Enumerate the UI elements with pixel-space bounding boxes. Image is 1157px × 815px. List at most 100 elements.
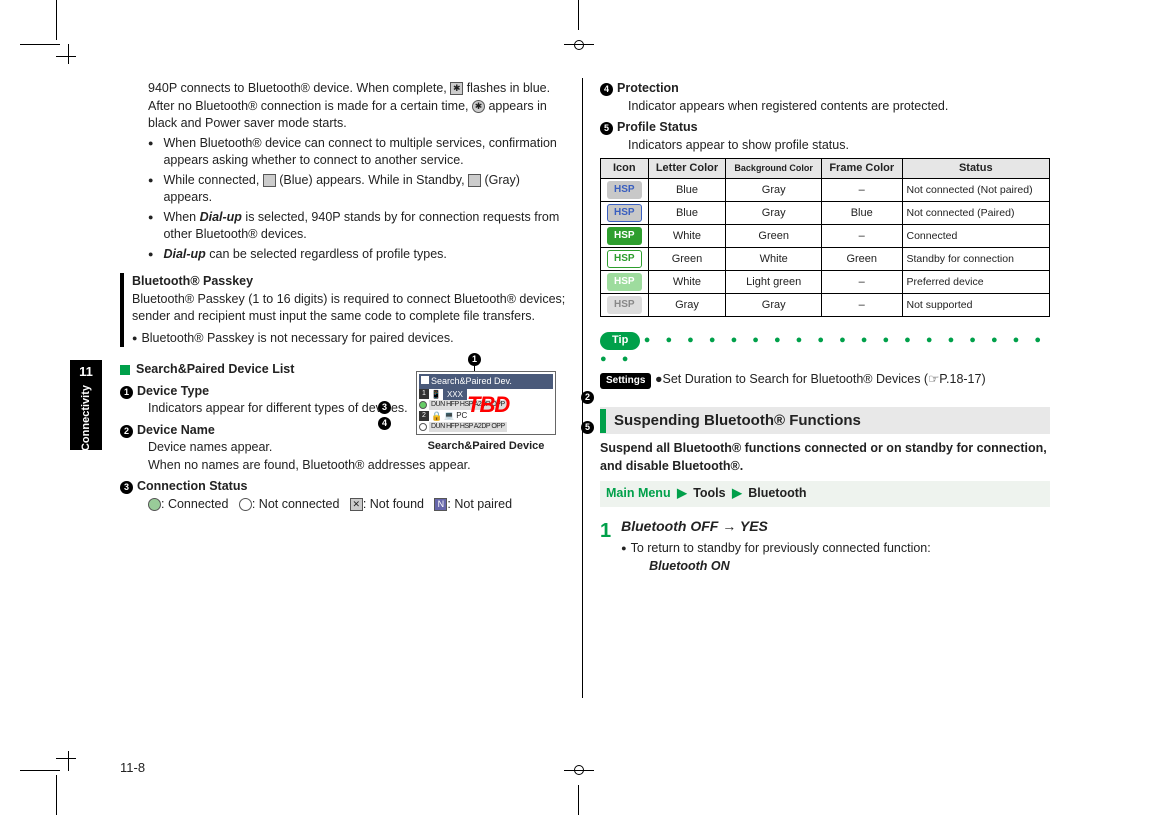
intro-text: 940P connects to Bluetooth® device. When…: [120, 80, 570, 133]
crop-mark: [68, 751, 69, 771]
text: : Not found: [363, 497, 424, 511]
crop-mark: [56, 775, 57, 815]
table-cell: Gray: [648, 294, 726, 317]
status-icon: [419, 423, 427, 431]
search-paired-section: Search&Paired Device List 1Device Type I…: [120, 361, 570, 513]
hsp-badge-icon: HSP: [607, 273, 642, 291]
callout-5-icon: 5: [600, 122, 613, 135]
hsp-badge-icon: HSP: [607, 204, 642, 222]
right-column: 4 Protection Indicator appears when regis…: [600, 80, 1050, 575]
settings-badge: Settings: [600, 373, 651, 389]
table-cell: Green: [726, 225, 822, 248]
callout-4-icon: 4: [600, 83, 613, 96]
table-cell: Green: [821, 248, 902, 271]
crop-mark: [578, 0, 579, 30]
table-row: HSPGreenWhiteGreenStandby for connection: [601, 248, 1050, 271]
step-command: Bluetooth OFF → YES: [621, 517, 931, 537]
bullet: When Bluetooth® device can connect to mu…: [120, 135, 570, 170]
crop-mark: [56, 0, 57, 40]
item-title: Connection Status: [137, 479, 247, 493]
table-cell: White: [648, 271, 726, 294]
crop-mark: [68, 44, 69, 64]
hsp-badge-icon: HSP: [607, 250, 642, 268]
table-row: HSPWhiteGreen–Connected: [601, 225, 1050, 248]
table-row: HSPGrayGray–Not supported: [601, 294, 1050, 317]
table-cell: –: [821, 271, 902, 294]
callout-4-icon: 4: [378, 417, 391, 430]
crop-mark: [20, 44, 60, 45]
table-cell: Connected: [902, 225, 1050, 248]
standby-gray-icon: [468, 174, 481, 187]
arrow-icon: ▶: [732, 486, 742, 500]
table-cell: Blue: [648, 179, 726, 202]
text: While connected, (Blue) appears. While i…: [163, 172, 570, 207]
item-title: Protection: [617, 81, 679, 95]
heading-stripe-icon: [600, 409, 606, 433]
table-cell: Gray: [726, 179, 822, 202]
text: When Dial-up is selected, 940P stands by…: [163, 209, 570, 244]
slot-icon: 2: [419, 411, 429, 421]
text: Dial-up can be selected regardless of pr…: [163, 246, 446, 264]
table-cell: –: [821, 179, 902, 202]
table-cell: Gray: [726, 294, 822, 317]
item-title: Profile Status: [617, 120, 698, 134]
bullet: While connected, (Blue) appears. While i…: [120, 172, 570, 207]
step-note: To return to standby for previously conn…: [621, 540, 931, 558]
table-cell: Blue: [821, 202, 902, 225]
hsp-badge-icon: HSP: [607, 227, 642, 245]
callout-3-icon: 3: [120, 481, 133, 494]
step-1: 1 Bluetooth OFF → YES To return to stand…: [600, 517, 1050, 576]
not-paired-icon: N: [434, 498, 447, 511]
chapter-number: 11: [79, 364, 93, 379]
not-connected-icon: [239, 498, 252, 511]
text: ●Set Duration to Search for Bluetooth® D…: [655, 372, 986, 386]
table-row: HSP BlueGray–Not connected (Not paired): [601, 179, 1050, 202]
table-cell: Gray: [726, 202, 822, 225]
crop-mark: [574, 40, 584, 50]
table-cell: –: [821, 225, 902, 248]
th: Frame Color: [821, 159, 902, 179]
crop-mark: [56, 56, 76, 57]
table-cell: –: [821, 294, 902, 317]
th: Icon: [601, 159, 649, 179]
item-5: 5Profile Status Indicators appear to sho…: [600, 119, 1050, 154]
table-cell: Not connected (Not paired): [902, 179, 1050, 202]
text: Search&Paired Device List: [136, 362, 294, 376]
th: Status: [902, 159, 1050, 179]
profile-status-table: Icon Letter Color Background Color Frame…: [600, 158, 1050, 317]
menu-path: Main Menu ▶ Tools ▶ Bluetooth: [600, 481, 1050, 507]
table-cell: Green: [648, 248, 726, 271]
callout-1-icon: 1: [468, 353, 481, 366]
dots-icon: ● ● ● ● ● ● ● ● ● ● ● ● ● ● ● ● ● ● ● ● …: [600, 334, 1047, 364]
item-4: 4 Protection Indicator appears when regis…: [600, 80, 1050, 115]
status-icon: [419, 401, 427, 409]
bullet: Dial-up can be selected regardless of pr…: [120, 246, 570, 264]
table-row: HSPWhiteLight green–Preferred device: [601, 271, 1050, 294]
callout-2-icon: 2: [581, 391, 594, 404]
table-cell: Not connected (Paired): [902, 202, 1050, 225]
connected-icon: [148, 498, 161, 511]
bullet: When Dial-up is selected, 940P stands by…: [120, 209, 570, 244]
heading-text: Suspending Bluetooth® Functions: [614, 407, 861, 434]
passkey-box: Bluetooth® Passkey Bluetooth® Passkey (1…: [120, 273, 570, 347]
item-desc: Indicator appears when registered conten…: [600, 98, 1050, 116]
device-type-icon: 💻: [444, 410, 454, 421]
menu-item: Main Menu: [606, 486, 671, 500]
text: : Not connected: [252, 497, 340, 511]
crop-mark: [20, 770, 60, 771]
item-title: Device Name: [137, 423, 215, 437]
hsp-badge-icon: HSP: [607, 181, 642, 199]
device-name: PC: [456, 410, 467, 421]
chapter-tab: 11 Connectivity: [70, 360, 102, 450]
tip-badge: Tip: [600, 332, 640, 349]
lead-text: Suspend all Bluetooth® functions connect…: [600, 440, 1050, 475]
slot-icon: 1: [419, 389, 429, 399]
crop-mark: [578, 785, 579, 815]
status-legend: : Connected : Not connected ✕: Not found…: [120, 496, 570, 514]
text: When Bluetooth® device can connect to mu…: [163, 135, 570, 170]
not-found-icon: ✕: [350, 498, 363, 511]
section-heading: Suspending Bluetooth® Functions: [600, 407, 1050, 434]
th: Background Color: [726, 159, 822, 179]
item-3: 3 Connection Status : Connected : Not con…: [120, 478, 570, 513]
settings-row: Settings ●Set Duration to Search for Blu…: [600, 371, 1050, 389]
